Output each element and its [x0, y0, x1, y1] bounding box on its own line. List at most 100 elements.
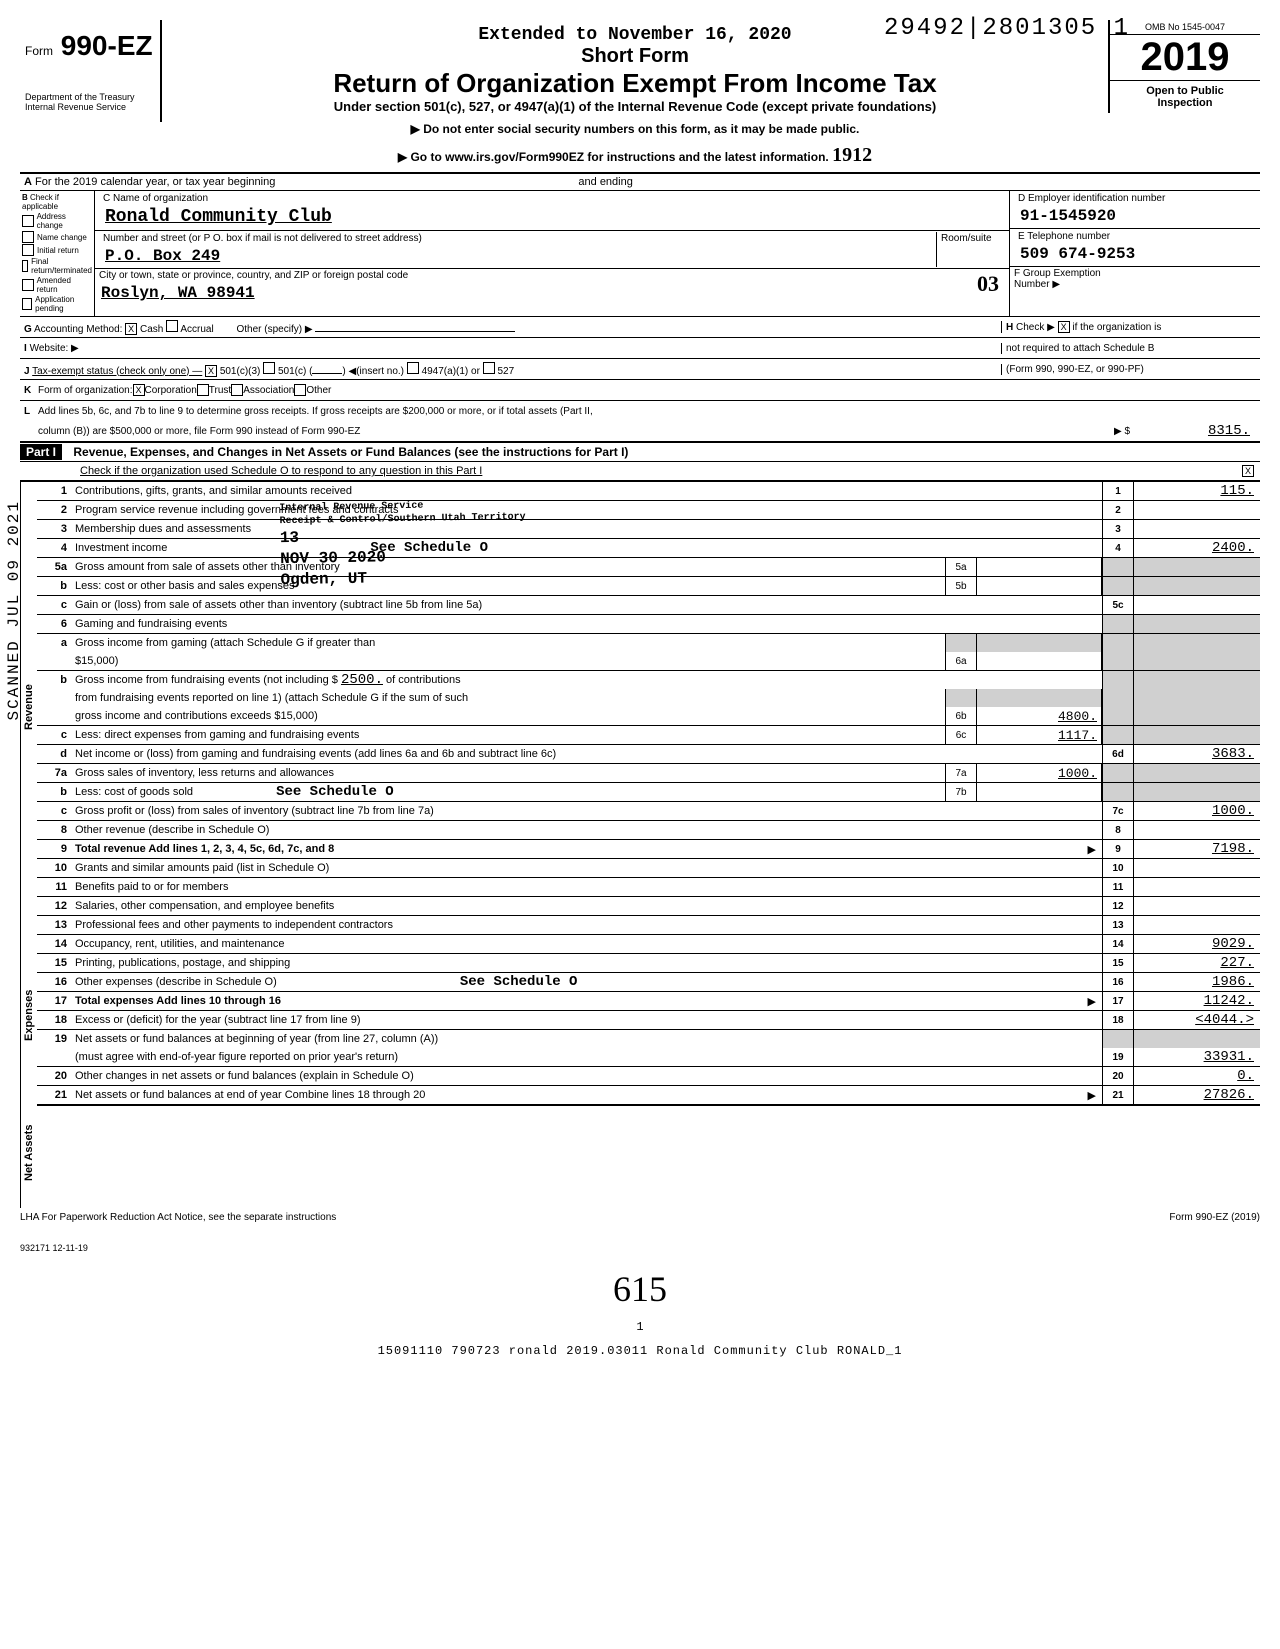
line-7b: b Less: cost of goods sold See Schedule …	[37, 783, 1260, 802]
org-name: Ronald Community Club	[99, 205, 1005, 229]
corp-checkbox[interactable]: X	[133, 384, 145, 396]
footer-code: 932171 12-11-19	[20, 1243, 1260, 1253]
instruction-ssn: ▶ Do not enter social security numbers o…	[172, 122, 1098, 136]
section-bcd-row: B Check if applicable Address change Nam…	[20, 191, 1260, 317]
6b-amount: 2500.	[341, 672, 383, 688]
instruction-url: ▶ Go to www.irs.gov/Form990EZ for instru…	[172, 144, 1098, 167]
section-b: B Check if applicable Address change Nam…	[20, 191, 95, 316]
dept-treasury: Department of the Treasury	[25, 92, 155, 102]
line-19-2: (must agree with end-of-year figure repo…	[37, 1048, 1260, 1067]
ein: 91-1545920	[1014, 205, 1256, 227]
title-block: Extended to November 16, 2020 Short Form…	[162, 20, 1108, 172]
gross-receipts: 8315.	[1130, 422, 1256, 440]
line-18: 18 Excess or (deficit) for the year (sub…	[37, 1011, 1260, 1030]
line-5b: b Less: cost or other basis and sales ex…	[37, 577, 1260, 596]
line-17: 17 Total expenses Add lines 10 through 1…	[37, 992, 1260, 1011]
line-21: 21 Net assets or fund balances at end of…	[37, 1086, 1260, 1106]
form-number: 990-EZ	[61, 30, 153, 61]
line-11: 11 Benefits paid to or for members 11	[37, 878, 1260, 897]
form-number-box: Form 990-EZ Department of the Treasury I…	[20, 20, 162, 122]
city-label: City or town, state or province, country…	[95, 269, 1009, 282]
other-checkbox[interactable]	[294, 384, 306, 396]
cash-checkbox[interactable]: X	[125, 323, 137, 335]
section-c: C Name of organization Ronald Community …	[95, 191, 1010, 316]
line-14: 14 Occupancy, rent, utilities, and maint…	[37, 935, 1260, 954]
group-exemption-label: F Group Exemption Number ▶	[1010, 267, 1260, 291]
city-state-zip: Roslyn, WA 98941	[95, 282, 1009, 304]
ein-label: D Employer identification number	[1014, 192, 1256, 205]
line-6a-1: a Gross income from gaming (attach Sched…	[37, 634, 1260, 652]
irs-label: Internal Revenue Service	[25, 102, 155, 112]
line-6: 6 Gaming and fundraising events	[37, 615, 1260, 634]
line-19-1: 19 Net assets or fund balances at beginn…	[37, 1030, 1260, 1048]
expenses-label: Expenses	[20, 932, 37, 1098]
line-7a: 7a Gross sales of inventory, less return…	[37, 764, 1260, 783]
subtitle: Under section 501(c), 527, or 4947(a)(1)…	[172, 99, 1098, 114]
main-title: Return of Organization Exempt From Incom…	[172, 68, 1098, 99]
line-20: 20 Other changes in net assets or fund b…	[37, 1067, 1260, 1086]
line-15: 15 Printing, publications, postage, and …	[37, 954, 1260, 973]
part1-check-row: Check if the organization used Schedule …	[20, 462, 1260, 481]
line-6b-2: from fundraising events reported on line…	[37, 689, 1260, 707]
form-header: Form 990-EZ Department of the Treasury I…	[20, 20, 1260, 174]
line-12: 12 Salaries, other compensation, and emp…	[37, 897, 1260, 916]
omb-number: OMB No 1545-0047	[1110, 20, 1260, 35]
line-13: 13 Professional fees and other payments …	[37, 916, 1260, 935]
netassets-label: Net Assets	[20, 1098, 37, 1208]
open-public: Open to Public Inspection	[1110, 80, 1260, 113]
line-6a-2: $15,000) 6a	[37, 652, 1260, 671]
addr-label: Number and street (or P O. box if mail i…	[99, 232, 936, 245]
section-l-row1: L Add lines 5b, 6c, and 7b to line 9 to …	[20, 401, 1260, 421]
line-2: 2 Program service revenue including gove…	[37, 501, 1260, 520]
schedule-b-note: not required to attach Schedule B	[1001, 343, 1256, 354]
accrual-checkbox[interactable]	[166, 320, 178, 332]
501c-checkbox[interactable]	[263, 362, 275, 374]
section-i-row: I Website: ▶ not required to attach Sche…	[20, 338, 1260, 359]
tax-year: 2019	[1110, 35, 1260, 80]
line-6c: c Less: direct expenses from gaming and …	[37, 726, 1260, 745]
line-3: 3 Membership dues and assessments 3	[37, 520, 1260, 539]
year-box: OMB No 1545-0047 2019 Open to Public Ins…	[1108, 20, 1260, 113]
section-a: A For the 2019 calendar year, or tax yea…	[20, 174, 1260, 191]
short-form-label: Short Form	[172, 45, 1098, 68]
form-label: Form	[25, 44, 53, 58]
4947-checkbox[interactable]	[407, 362, 419, 374]
line-6b-3: gross income and contributions exceeds $…	[37, 707, 1260, 726]
527-checkbox[interactable]	[483, 362, 495, 374]
room-label: Room/suite	[936, 232, 1005, 267]
phone-label: E Telephone number	[1014, 230, 1256, 243]
schedule-o-checkbox[interactable]: X	[1242, 465, 1254, 477]
main-table: Revenue Expenses Net Assets 1 Contributi…	[20, 481, 1260, 1208]
section-l-row2: column (B)) are $500,000 or more, file F…	[20, 421, 1260, 442]
section-j-row: J Tax-exempt status (check only one) — X…	[20, 359, 1260, 380]
line-8: 8 Other revenue (describe in Schedule O)…	[37, 821, 1260, 840]
footer-lha: LHA For Paperwork Reduction Act Notice, …	[20, 1208, 1260, 1223]
irs-stamp: Internal Revenue Service Receipt & Contr…	[279, 498, 527, 591]
name-label: C Name of organization	[99, 192, 1005, 205]
line-5a: 5a Gross amount from sale of assets othe…	[37, 558, 1260, 577]
line-6d: d Net income or (loss) from gaming and f…	[37, 745, 1260, 764]
footer-bottom: 15091110 790723 ronald 2019.03011 Ronald…	[20, 1344, 1260, 1358]
501c3-checkbox[interactable]: X	[205, 365, 217, 377]
line-10: 10 Grants and similar amounts paid (list…	[37, 859, 1260, 878]
assoc-checkbox[interactable]	[231, 384, 243, 396]
handwritten-1912: 1912	[832, 144, 872, 166]
form-footer: Form 990-EZ (2019)	[1169, 1212, 1260, 1223]
page-number: 1	[20, 1320, 1260, 1334]
dln-number: 29492|2801305 1	[884, 15, 1130, 42]
handwritten-03: 03	[977, 271, 999, 297]
section-k-row: K Form of organization: X Corporation Tr…	[20, 380, 1260, 401]
line-4: 4 Investment income See Schedule O 4 240…	[37, 539, 1260, 558]
address: P.O. Box 249	[99, 245, 936, 267]
line-6b-1: b Gross income from fundraising events (…	[37, 671, 1260, 689]
trust-checkbox[interactable]	[197, 384, 209, 396]
line-7c: c Gross profit or (loss) from sales of i…	[37, 802, 1260, 821]
line-16: 16 Other expenses (describe in Schedule …	[37, 973, 1260, 992]
section-g-row: G Accounting Method: X Cash Accrual Othe…	[20, 317, 1260, 338]
phone: 509 674-9253	[1014, 243, 1256, 265]
section-d: D Employer identification number 91-1545…	[1010, 191, 1260, 316]
schedule-b-checkbox[interactable]: X	[1058, 321, 1070, 333]
revenue-label: Revenue	[20, 482, 37, 932]
line-9: 9 Total revenue Add lines 1, 2, 3, 4, 5c…	[37, 840, 1260, 859]
line-1: 1 Contributions, gifts, grants, and simi…	[37, 482, 1260, 501]
